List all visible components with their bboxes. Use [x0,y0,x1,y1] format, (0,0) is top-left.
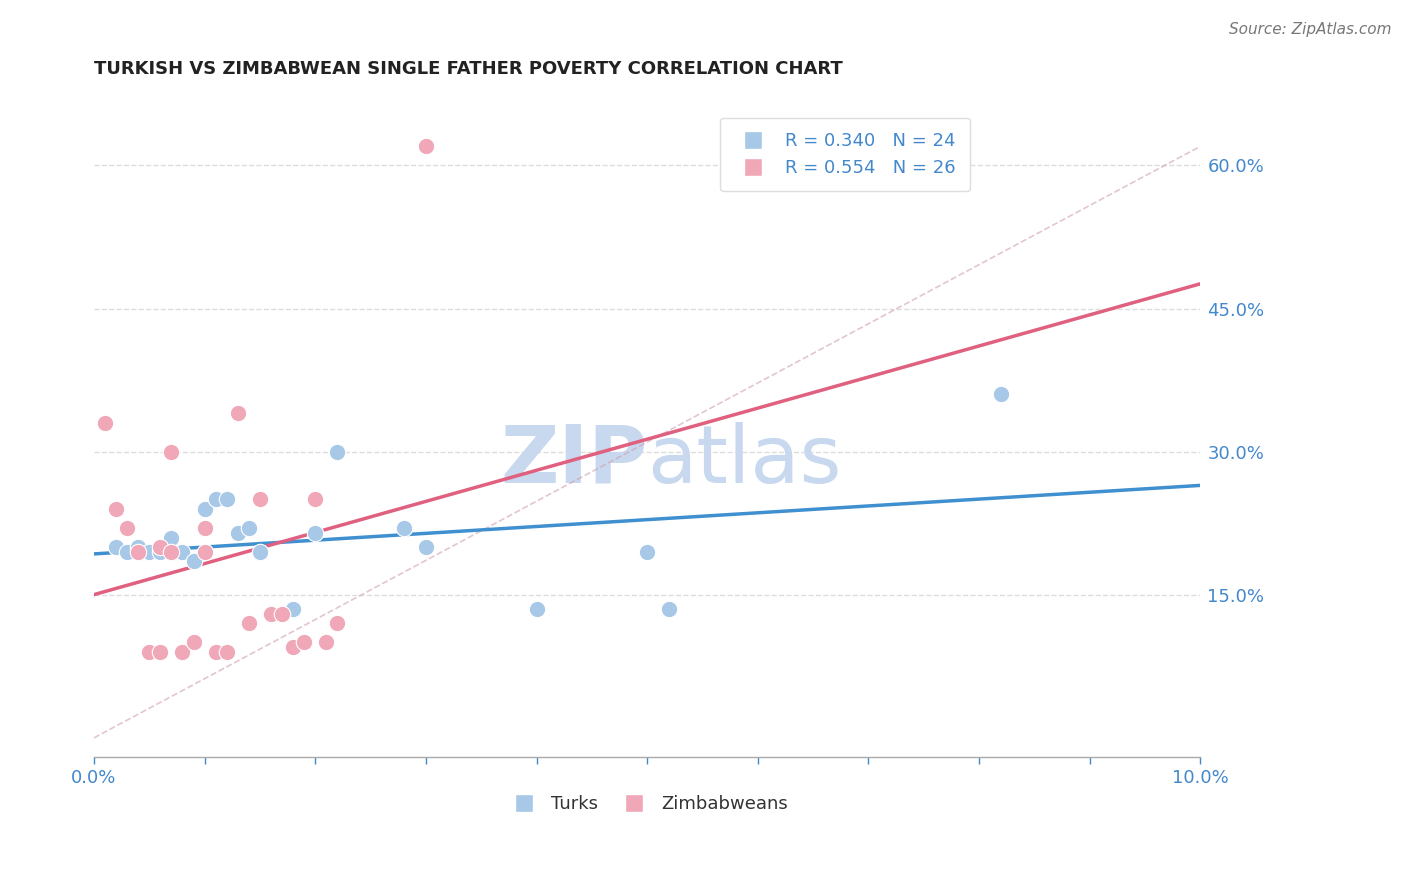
Point [160,545,183,559]
Point [226,525,249,540]
Point [392,521,415,535]
Text: ZIP: ZIP [501,422,647,500]
Point [149,545,172,559]
Point [281,640,304,655]
Point [127,545,149,559]
Point [415,540,437,554]
Point [292,635,315,649]
Point [271,607,294,621]
Legend: Turks, Zimbabweans: Turks, Zimbabweans [499,788,796,821]
Point [160,444,183,458]
Point [194,501,217,516]
Point [105,501,128,516]
Point [105,540,128,554]
Point [194,545,217,559]
Point [315,635,337,649]
Point [183,635,205,649]
Point [115,545,138,559]
Point [658,602,681,616]
Point [260,607,283,621]
Point [990,387,1012,401]
Point [94,416,117,430]
Point [238,521,260,535]
Point [183,554,205,568]
Text: TURKISH VS ZIMBABWEAN SINGLE FATHER POVERTY CORRELATION CHART: TURKISH VS ZIMBABWEAN SINGLE FATHER POVE… [94,60,842,78]
Point [115,521,138,535]
Point [149,540,172,554]
Point [215,645,238,659]
Point [260,607,283,621]
Point [215,492,238,507]
Point [304,525,326,540]
Point [636,545,658,559]
Text: Source: ZipAtlas.com: Source: ZipAtlas.com [1229,22,1392,37]
Point [526,602,548,616]
Point [172,545,194,559]
Point [127,540,149,554]
Point [204,645,226,659]
Point [415,139,437,153]
Point [138,545,160,559]
Point [138,645,160,659]
Point [326,444,349,458]
Point [304,492,326,507]
Point [281,602,304,616]
Point [226,407,249,421]
Point [149,645,172,659]
Point [326,616,349,631]
Point [172,645,194,659]
Point [249,545,271,559]
Point [238,616,260,631]
Point [204,492,226,507]
Point [249,492,271,507]
Text: atlas: atlas [647,422,842,500]
Point [194,521,217,535]
Point [160,531,183,545]
